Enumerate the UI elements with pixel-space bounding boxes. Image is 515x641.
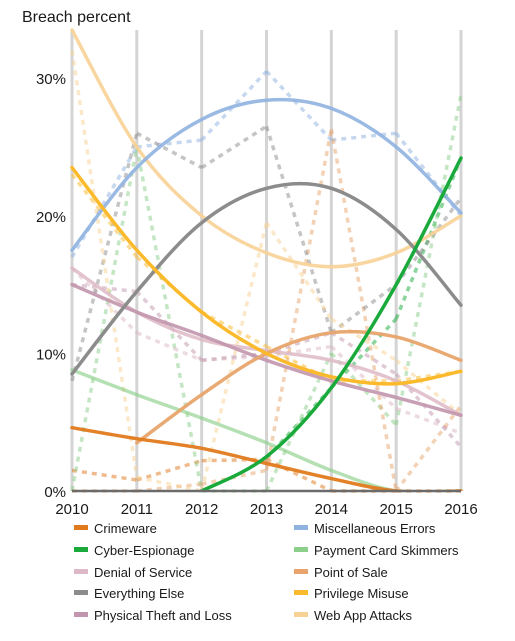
series-raw-web-app-attacks bbox=[70, 50, 463, 493]
x-tick-label: 2015 bbox=[379, 501, 412, 518]
x-tick-label: 2011 bbox=[121, 501, 153, 518]
raw-segment-web-app-attacks bbox=[330, 317, 398, 362]
series-trend-physical-theft-and-loss bbox=[70, 282, 463, 418]
series-trend-everything-else bbox=[70, 181, 463, 376]
raw-segment-miscellaneous-errors bbox=[394, 132, 463, 217]
raw-segment-denial-of-service bbox=[136, 331, 203, 362]
series-trend-payment-card-skimmers bbox=[70, 368, 463, 491]
x-tick-label: 2010 bbox=[55, 501, 88, 518]
raw-segment-privilege-misuse bbox=[200, 310, 268, 349]
chart-title: Breach percent bbox=[22, 9, 131, 26]
series-trend-web-app-attacks bbox=[70, 28, 463, 269]
legend-label: Web App Attacks bbox=[314, 608, 413, 623]
raw-segment-web-app-attacks bbox=[199, 222, 269, 492]
raw-segment-payment-card-skimmers bbox=[70, 146, 139, 492]
raw-segment-physical-theft-and-loss bbox=[394, 372, 463, 449]
legend-item-cyber-espionage: Cyber-Espionage bbox=[74, 543, 194, 558]
raw-segment-crimeware bbox=[136, 459, 203, 482]
raw-segment-everything-else bbox=[200, 124, 268, 170]
raw-segment-denial-of-service bbox=[330, 345, 398, 410]
raw-segment-web-app-attacks bbox=[136, 475, 203, 493]
raw-segment-miscellaneous-errors bbox=[70, 146, 139, 258]
raw-segment-physical-theft-and-loss bbox=[71, 282, 138, 294]
series-trend-miscellaneous-errors bbox=[70, 97, 463, 252]
legend-swatch bbox=[294, 525, 308, 530]
legend-label: Point of Sale bbox=[314, 565, 388, 580]
legend-label: Payment Card Skimmers bbox=[314, 543, 459, 558]
series-raw-cyber-espionage bbox=[265, 157, 463, 460]
raw-segment-point-of-sale bbox=[264, 128, 334, 471]
x-tick-label: 2013 bbox=[250, 501, 283, 518]
legend-swatch bbox=[74, 525, 88, 530]
series-trend-cyber-espionage bbox=[199, 156, 463, 491]
raw-segment-physical-theft-and-loss bbox=[330, 331, 398, 376]
legend-swatch bbox=[74, 590, 88, 595]
x-tick-label: 2014 bbox=[315, 501, 348, 518]
axis-layer: 0% 10% 20% 30% 2010 2011 2012 2013 2014 2015 2016 bbox=[36, 71, 478, 518]
y-tick-label: 0% bbox=[44, 484, 66, 501]
raw-segment-web-app-attacks bbox=[265, 221, 333, 320]
legend-swatch bbox=[294, 590, 308, 595]
x-tick-label: 2016 bbox=[444, 501, 477, 518]
legend-swatch bbox=[74, 612, 88, 617]
raw-segment-point-of-sale bbox=[394, 404, 463, 493]
legend-swatch bbox=[74, 569, 88, 574]
raw-segment-web-app-attacks bbox=[395, 358, 463, 417]
series-trend-privilege-misuse bbox=[70, 165, 463, 386]
legend-swatch bbox=[294, 569, 308, 574]
raw-segment-crimeware bbox=[71, 468, 138, 482]
legend-label: Privilege Misuse bbox=[314, 586, 409, 601]
legend-item-denial-of-service: Denial of Service bbox=[74, 565, 192, 580]
raw-segment-point-of-sale bbox=[329, 128, 398, 492]
y-tick-label: 10% bbox=[36, 346, 66, 363]
legend-item-crimeware: Crimeware bbox=[74, 521, 157, 536]
legend-label: Denial of Service bbox=[94, 565, 192, 580]
legend-item-payment-card-skimmers: Payment Card Skimmers bbox=[294, 543, 459, 558]
legend-item-miscellaneous-errors: Miscellaneous Errors bbox=[294, 521, 436, 536]
raw-segment-web-app-attacks bbox=[70, 50, 139, 478]
legend-item-everything-else: Everything Else bbox=[74, 586, 184, 601]
series-trend-crimeware bbox=[70, 425, 463, 491]
raw-segment-denial-of-service bbox=[395, 406, 462, 435]
raw-segment-cyber-espionage bbox=[394, 157, 463, 320]
legend-label: Crimeware bbox=[94, 521, 157, 536]
legend-swatch bbox=[74, 547, 88, 552]
raw-segment-payment-card-skimmers bbox=[330, 352, 398, 427]
raw-segment-everything-else bbox=[394, 196, 463, 286]
legend-item-point-of-sale: Point of Sale bbox=[294, 565, 388, 580]
raw-segment-everything-else bbox=[136, 131, 203, 170]
legend-swatch bbox=[294, 547, 308, 552]
legend-label: Cyber-Espionage bbox=[94, 543, 194, 558]
raw-segment-miscellaneous-errors bbox=[331, 131, 397, 142]
y-tick-label: 20% bbox=[36, 209, 66, 226]
raw-segment-denial-of-service bbox=[266, 344, 332, 358]
y-tick-label: 30% bbox=[36, 71, 66, 88]
raw-segment-miscellaneous-errors bbox=[136, 138, 202, 149]
series-trend-point-of-sale bbox=[135, 329, 463, 445]
series-raw-miscellaneous-errors bbox=[70, 70, 463, 258]
legend-label: Everything Else bbox=[94, 586, 184, 601]
raw-segment-payment-card-skimmers bbox=[135, 146, 204, 492]
legend-label: Physical Theft and Loss bbox=[94, 608, 232, 623]
legend-item-privilege-misuse: Privilege Misuse bbox=[294, 586, 409, 601]
x-tick-label: 2012 bbox=[185, 501, 218, 518]
legend-swatch bbox=[294, 612, 308, 617]
legend: Crimeware Miscellaneous Errors Cyber-Espio… bbox=[74, 521, 459, 623]
raw-segment-everything-else bbox=[70, 132, 139, 382]
legend-item-physical-theft-and-loss: Physical Theft and Loss bbox=[74, 608, 232, 623]
raw-segment-privilege-misuse bbox=[70, 173, 139, 259]
raw-segment-everything-else bbox=[264, 125, 334, 334]
raw-segment-payment-card-skimmers bbox=[394, 94, 463, 426]
legend-item-web-app-attacks: Web App Attacks bbox=[294, 608, 413, 623]
legend-label: Miscellaneous Errors bbox=[314, 521, 436, 536]
